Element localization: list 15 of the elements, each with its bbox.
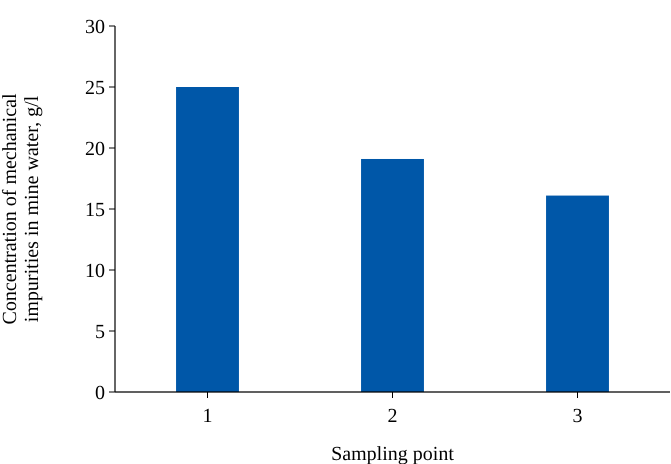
y-tick-label: 10: [85, 260, 105, 282]
bar: [361, 158, 424, 392]
bar: [546, 196, 609, 392]
y-tick-label: 20: [85, 138, 105, 160]
y-tick-label: 15: [85, 199, 105, 221]
y-axis-title: Concentration of mechanical impurities in mine water, g/l: [0, 93, 43, 325]
x-tick-label: 1: [202, 405, 212, 427]
y-tick-label: 0: [95, 382, 105, 404]
bar: [176, 87, 239, 392]
y-tick-label: 5: [95, 321, 105, 343]
y-tick-label: 25: [85, 77, 105, 99]
x-tick-label: 2: [388, 405, 398, 427]
x-axis-title: Sampling point: [331, 443, 454, 464]
y-tick-label: 30: [85, 16, 105, 38]
x-tick-label: 3: [572, 405, 582, 427]
